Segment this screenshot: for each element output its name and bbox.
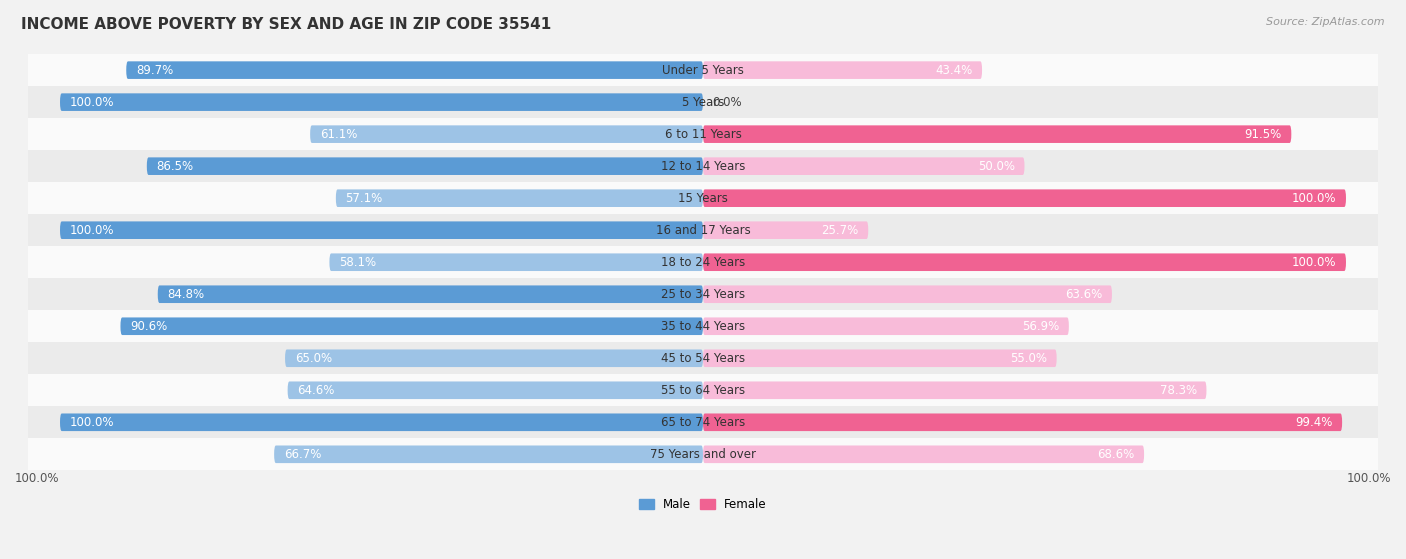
- FancyBboxPatch shape: [274, 446, 703, 463]
- Bar: [28, 375, 1378, 406]
- Text: 6 to 11 Years: 6 to 11 Years: [665, 127, 741, 141]
- FancyBboxPatch shape: [703, 253, 1346, 271]
- FancyBboxPatch shape: [703, 349, 1057, 367]
- FancyBboxPatch shape: [121, 318, 703, 335]
- FancyBboxPatch shape: [60, 221, 703, 239]
- FancyBboxPatch shape: [703, 414, 1343, 431]
- Text: 55 to 64 Years: 55 to 64 Years: [661, 384, 745, 397]
- Text: 15 Years: 15 Years: [678, 192, 728, 205]
- Text: 75 Years and over: 75 Years and over: [650, 448, 756, 461]
- Text: 12 to 14 Years: 12 to 14 Years: [661, 160, 745, 173]
- Text: 100.0%: 100.0%: [1292, 255, 1336, 269]
- Text: 58.1%: 58.1%: [339, 255, 377, 269]
- FancyBboxPatch shape: [703, 318, 1069, 335]
- Bar: [28, 278, 1378, 310]
- Text: 65 to 74 Years: 65 to 74 Years: [661, 416, 745, 429]
- Bar: [28, 342, 1378, 375]
- FancyBboxPatch shape: [703, 158, 1025, 175]
- Bar: [28, 182, 1378, 214]
- Text: 35 to 44 Years: 35 to 44 Years: [661, 320, 745, 333]
- Text: 66.7%: 66.7%: [284, 448, 321, 461]
- Bar: [28, 438, 1378, 470]
- FancyBboxPatch shape: [288, 381, 703, 399]
- Text: Under 5 Years: Under 5 Years: [662, 64, 744, 77]
- FancyBboxPatch shape: [703, 286, 1112, 303]
- Text: 64.6%: 64.6%: [297, 384, 335, 397]
- Text: 78.3%: 78.3%: [1160, 384, 1197, 397]
- Text: Source: ZipAtlas.com: Source: ZipAtlas.com: [1267, 17, 1385, 27]
- Text: 16 and 17 Years: 16 and 17 Years: [655, 224, 751, 236]
- Bar: [28, 310, 1378, 342]
- Text: 100.0%: 100.0%: [1292, 192, 1336, 205]
- Text: 100.0%: 100.0%: [1347, 472, 1391, 485]
- Text: INCOME ABOVE POVERTY BY SEX AND AGE IN ZIP CODE 35541: INCOME ABOVE POVERTY BY SEX AND AGE IN Z…: [21, 17, 551, 32]
- Bar: [28, 214, 1378, 246]
- Text: 84.8%: 84.8%: [167, 288, 204, 301]
- Text: 5 Years: 5 Years: [682, 96, 724, 108]
- Text: 25 to 34 Years: 25 to 34 Years: [661, 288, 745, 301]
- Text: 99.4%: 99.4%: [1295, 416, 1333, 429]
- FancyBboxPatch shape: [311, 125, 703, 143]
- Text: 45 to 54 Years: 45 to 54 Years: [661, 352, 745, 365]
- FancyBboxPatch shape: [703, 190, 1346, 207]
- Text: 65.0%: 65.0%: [295, 352, 332, 365]
- FancyBboxPatch shape: [146, 158, 703, 175]
- Text: 55.0%: 55.0%: [1010, 352, 1047, 365]
- Bar: [28, 246, 1378, 278]
- FancyBboxPatch shape: [329, 253, 703, 271]
- FancyBboxPatch shape: [336, 190, 703, 207]
- Text: 43.4%: 43.4%: [935, 64, 973, 77]
- Text: 100.0%: 100.0%: [70, 224, 114, 236]
- Text: 91.5%: 91.5%: [1244, 127, 1282, 141]
- Bar: [28, 86, 1378, 118]
- Text: 50.0%: 50.0%: [977, 160, 1015, 173]
- Text: 63.6%: 63.6%: [1066, 288, 1102, 301]
- FancyBboxPatch shape: [703, 446, 1144, 463]
- FancyBboxPatch shape: [157, 286, 703, 303]
- Text: 100.0%: 100.0%: [70, 416, 114, 429]
- Text: 18 to 24 Years: 18 to 24 Years: [661, 255, 745, 269]
- Text: 89.7%: 89.7%: [136, 64, 173, 77]
- Text: 100.0%: 100.0%: [15, 472, 59, 485]
- Text: 61.1%: 61.1%: [319, 127, 357, 141]
- FancyBboxPatch shape: [60, 93, 703, 111]
- Text: 57.1%: 57.1%: [346, 192, 382, 205]
- Bar: [28, 54, 1378, 86]
- Bar: [28, 150, 1378, 182]
- Text: 86.5%: 86.5%: [156, 160, 194, 173]
- FancyBboxPatch shape: [703, 61, 981, 79]
- Text: 100.0%: 100.0%: [70, 96, 114, 108]
- FancyBboxPatch shape: [127, 61, 703, 79]
- Text: 90.6%: 90.6%: [131, 320, 167, 333]
- Text: 0.0%: 0.0%: [713, 96, 742, 108]
- FancyBboxPatch shape: [60, 414, 703, 431]
- Text: 25.7%: 25.7%: [821, 224, 859, 236]
- Bar: [28, 406, 1378, 438]
- Bar: [28, 118, 1378, 150]
- Text: 68.6%: 68.6%: [1097, 448, 1135, 461]
- FancyBboxPatch shape: [285, 349, 703, 367]
- Text: 56.9%: 56.9%: [1022, 320, 1059, 333]
- FancyBboxPatch shape: [703, 125, 1291, 143]
- Legend: Male, Female: Male, Female: [636, 494, 770, 514]
- FancyBboxPatch shape: [703, 221, 869, 239]
- FancyBboxPatch shape: [703, 381, 1206, 399]
